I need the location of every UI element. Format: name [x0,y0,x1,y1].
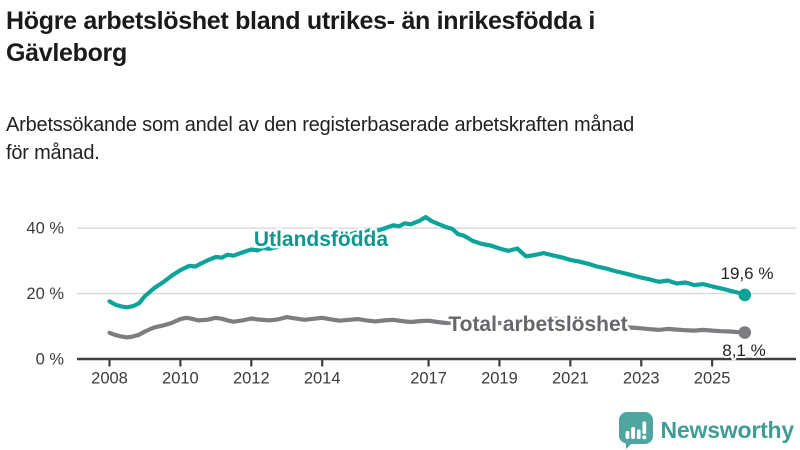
speech-bubble-shape [618,412,653,449]
gridlines [77,227,796,295]
x-tick-label-2025: 2025 [694,370,731,388]
x-tick-label-2008: 2008 [91,370,128,388]
x-tick-label-2019: 2019 [481,370,518,388]
subtitle-line-2: för månad. [6,142,100,164]
title-line-1: Högre arbetslöshet bland utrikes- än inr… [6,7,595,35]
chart-subtitle: Arbetssökande som andel av den registerb… [6,111,792,167]
series-end-dot [738,326,752,339]
x-tick-label-2010: 2010 [162,370,199,388]
series-label-total-arbetsl-shet: Total arbetslöshet [448,313,627,336]
bar-chart-glyph [625,421,646,440]
x-axis: 2008 2010 2012 2014 2017 2019 2021 2023 2025 [77,357,796,388]
end-value-label: 19,6 % [721,264,774,283]
title-line-2: Gävleborg [6,39,127,67]
y-tick-label-40: 40 % [26,220,64,238]
brand-footer: Newsworthy [618,411,794,449]
series-line-total-arbetsl-shet [107,315,747,340]
series-label-utlandsf-dda: Utlandsfödda [254,228,388,251]
x-tick-label-2014: 2014 [304,370,341,388]
series-end-dot [738,288,752,302]
x-tick-label-2017: 2017 [410,370,447,388]
subtitle-line-1: Arbetssökande som andel av den registerb… [6,114,635,136]
y-tick-label-20: 20 % [26,285,64,303]
x-tick-label-2012: 2012 [233,370,270,388]
x-tick-label-2021: 2021 [552,370,589,388]
series-labels: Total arbetslöshet 8,1 % Utlandsfödda 19,6 … [251,226,775,363]
brand-name: Newsworthy [660,416,795,443]
series-lines [107,215,752,340]
y-axis-labels: 0 % 20 % 40 % [26,220,64,369]
newsworthy-logo-icon [618,412,653,449]
page-title: Högre arbetslöshet bland utrikes- än inr… [6,5,786,69]
y-tick-label-0: 0 % [36,351,65,369]
end-value-label: 8,1 % [722,341,765,360]
series-line-utlandsf-dda [107,215,747,310]
x-tick-label-2023: 2023 [623,370,660,388]
